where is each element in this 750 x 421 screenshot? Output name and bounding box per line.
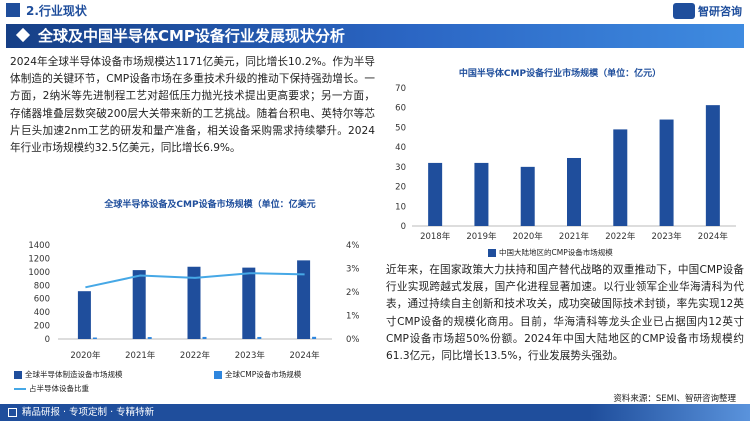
legend-item-ratio: 占半导体设备比重 xyxy=(14,383,89,394)
source-note: 资料来源：SEMI、智研咨询整理 xyxy=(613,394,736,404)
x-tick-label: 2021年 xyxy=(559,231,590,242)
x-tick-label: 2022年 xyxy=(180,350,211,361)
legend-item-china-cmp: 中国大陆地区的CMP设备市场规模 xyxy=(488,247,613,258)
y-tick-label: 0 xyxy=(401,222,406,232)
y-tick-label: 50 xyxy=(395,123,406,133)
title-banner: 全球及中国半导体CMP设备行业发展现状分析 xyxy=(6,24,744,48)
brand-name: 智研咨询 xyxy=(698,5,742,18)
x-tick-label: 2021年 xyxy=(125,350,156,361)
footer-tagline: 精品研报 · 专项定制 · 专精特新 xyxy=(22,407,155,418)
bar-global-equipment xyxy=(132,270,146,339)
china-cmp-chart: 0 10 20 30 40 50 60 70 2018年 2019年 2020年 2021年 2022年… xyxy=(395,84,736,242)
section-title: 2.行业现状 xyxy=(26,4,87,18)
legend-item-global-cmp: 全球CMP设备市场规模 xyxy=(214,369,301,380)
bar-global-equipment xyxy=(77,291,91,339)
legend-swatch xyxy=(214,370,222,379)
y-tick-label: 40 xyxy=(395,143,406,153)
x-tick-label: 2018年 xyxy=(420,231,451,242)
legend-label: 中国大陆地区的CMP设备市场规模 xyxy=(499,248,613,257)
y2-tick-label: 2% xyxy=(346,288,360,298)
line-cmp-share xyxy=(85,272,305,289)
global-cmp-chart: 0 200 400 600 800 1000 1200 1400 0% 1% 2% 3% 4% 2020年… xyxy=(28,241,360,361)
x-tick-label: 2023年 xyxy=(652,231,683,242)
bar-china-cmp xyxy=(705,105,720,226)
bar-global-cmp xyxy=(312,336,317,339)
y-tick-label: 10 xyxy=(395,202,406,212)
y-tick-label: 20 xyxy=(395,183,406,193)
x-tick-label: 2024年 xyxy=(290,350,321,361)
y-tick-label: 70 xyxy=(395,84,406,94)
legend-line-swatch xyxy=(14,387,26,390)
legend-swatch xyxy=(14,370,22,379)
global-chart-title: 全球半导体设备及CMP设备市场规模（单位：亿美元 xyxy=(104,200,316,210)
bar-global-cmp xyxy=(147,337,152,339)
x-tick-label: 2019年 xyxy=(466,231,497,242)
y2-tick-label: 4% xyxy=(346,241,360,251)
y2-tick-label: 0% xyxy=(346,335,360,345)
y-tick-label: 1200 xyxy=(28,254,50,264)
footer-accent xyxy=(590,404,750,421)
x-tick-label: 2024年 xyxy=(698,231,729,242)
top-bar: 2.行业现状 智研咨询 xyxy=(0,0,750,22)
china-analysis-text: 近年来，在国家政策大力扶持和国产替代战略的双重推动下，中国CMP设备行业实现跨越… xyxy=(386,264,744,363)
footer-bar: 精品研报 · 专项定制 · 专精特新 xyxy=(0,404,750,421)
bar-china-cmp xyxy=(474,162,489,226)
diamond-icon xyxy=(15,27,31,43)
legend-label: 占半导体设备比重 xyxy=(29,384,89,393)
legend-label: 全球CMP设备市场规模 xyxy=(225,370,302,379)
y-tick-label: 1400 xyxy=(28,241,50,251)
legend-item-global-equipment: 全球半导体制造设备市场规模 xyxy=(14,369,123,380)
bar-china-cmp xyxy=(428,162,443,226)
y-tick-label: 1000 xyxy=(28,268,50,278)
report-icon xyxy=(8,408,17,417)
brand-logo: 智研咨询 xyxy=(673,3,742,19)
y-tick-label: 60 xyxy=(395,104,406,114)
bar-global-cmp xyxy=(257,336,262,339)
global-analysis-text: 2024年全球半导体设备市场规模达1171亿美元，同比增长10.2%。作为半导体… xyxy=(10,56,375,155)
china-chart-title: 中国半导体CMP设备行业市场规模（单位：亿元） xyxy=(458,69,662,79)
legend-swatch xyxy=(488,248,496,257)
y2-tick-label: 1% xyxy=(346,312,360,322)
y-tick-label: 0 xyxy=(45,335,50,345)
brand-logo-icon xyxy=(673,3,695,19)
bar-global-cmp xyxy=(92,337,97,339)
bar-global-equipment xyxy=(297,260,311,339)
y-tick-label: 400 xyxy=(34,308,50,318)
x-tick-label: 2020年 xyxy=(70,350,101,361)
bar-global-equipment xyxy=(242,267,256,339)
section-badge-icon xyxy=(6,3,20,17)
x-tick-label: 2023年 xyxy=(235,350,266,361)
bar-china-cmp xyxy=(613,129,628,226)
bar-china-cmp xyxy=(520,166,535,226)
bar-global-equipment xyxy=(187,266,201,339)
bar-global-cmp xyxy=(202,336,207,339)
y-tick-label: 600 xyxy=(34,295,50,305)
y-tick-label: 200 xyxy=(34,322,50,332)
bar-china-cmp xyxy=(567,157,581,226)
x-tick-label: 2022年 xyxy=(605,231,636,242)
y-tick-label: 800 xyxy=(34,281,50,291)
y2-tick-label: 3% xyxy=(346,265,360,275)
legend-label: 全球半导体制造设备市场规模 xyxy=(25,370,123,379)
bar-china-cmp xyxy=(659,119,674,226)
x-tick-label: 2020年 xyxy=(513,231,544,242)
page-title: 全球及中国半导体CMP设备行业发展现状分析 xyxy=(38,27,345,45)
y-tick-label: 30 xyxy=(395,163,406,173)
